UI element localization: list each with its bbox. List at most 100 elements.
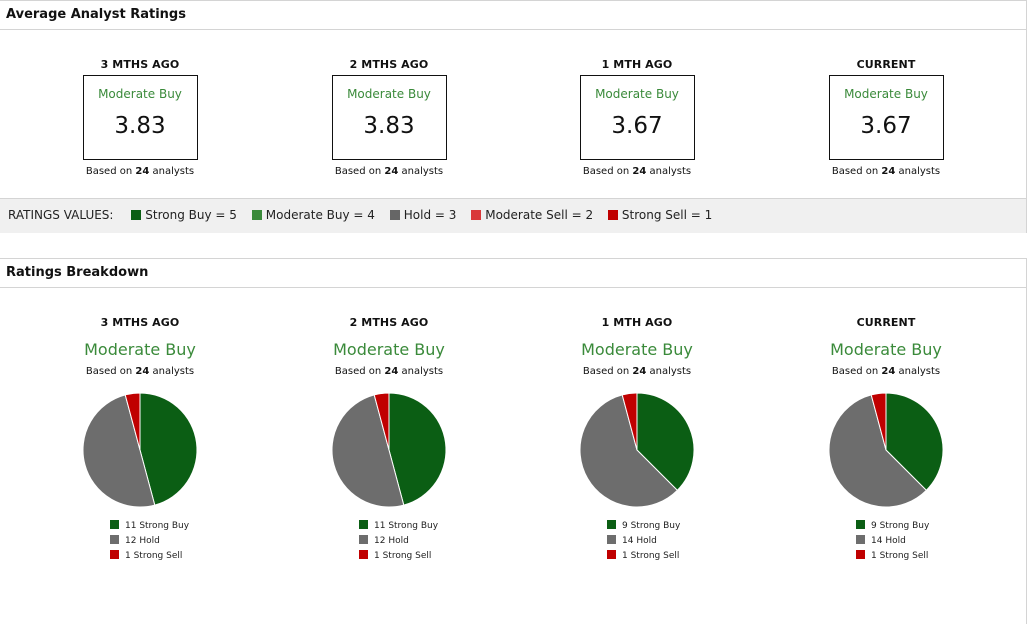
period-heading: 3 MTHS AGO [100, 316, 180, 329]
rating-label: Moderate Buy [98, 87, 182, 101]
legend-swatch [607, 535, 616, 544]
analyst-count-note: Based on 24 analysts [334, 166, 444, 177]
rating-label: Moderate Buy [844, 87, 928, 101]
pie-legend: 9 Strong Buy 14 Hold 1 Strong Sell [587, 519, 687, 564]
rating-score-box: Moderate Buy 3.67 [828, 75, 944, 160]
period-heading: 2 MTHS AGO [349, 316, 429, 329]
pie-slice-strong-sell [870, 392, 887, 451]
pie-slice-strong-buy [885, 392, 944, 492]
ratings-pie-chart [331, 392, 447, 508]
legend-label: 1 Strong Sell [125, 551, 183, 561]
pie-slice-strong-buy [636, 392, 695, 492]
legend-label: 11 Strong Buy [125, 521, 190, 531]
ratings-breakdown-panel: Ratings Breakdown [0, 258, 1027, 624]
breakdown-rating-label: Moderate Buy [830, 340, 942, 359]
analyst-count: 24 [384, 366, 399, 377]
rating-score: 3.67 [860, 113, 912, 139]
strong-sell-swatch [607, 210, 618, 220]
analyst-count: 24 [632, 166, 647, 177]
pie-legend: 11 Strong Buy 12 Hold 1 Strong Sell [90, 519, 190, 564]
analyst-count-note: Based on 24 analysts [582, 366, 692, 377]
legend-swatch [856, 550, 865, 559]
analyst-count-note: Based on 24 analysts [334, 366, 444, 377]
pie-slice-strong-sell [124, 392, 141, 451]
analyst-count: 24 [135, 166, 150, 177]
legend-swatch [359, 535, 368, 544]
pie-legend: 11 Strong Buy 12 Hold 1 Strong Sell [339, 519, 439, 564]
analyst-count-note: Based on 24 analysts [85, 366, 195, 377]
analyst-count: 24 [135, 366, 150, 377]
moderate-sell-value: Moderate Sell = 2 [471, 208, 593, 222]
legend-item: 1 Strong Sell [856, 549, 936, 564]
period-heading: 1 MTH AGO [601, 316, 673, 329]
ratings-breakdown-title: Ratings Breakdown [0, 259, 1026, 288]
rating-score-box: Moderate Buy 3.83 [331, 75, 447, 160]
legend-label: 12 Hold [374, 536, 409, 546]
legend-label: 1 Strong Sell [374, 551, 432, 561]
legend-item: 11 Strong Buy [110, 519, 190, 534]
avg-column-2-months-ago: 2 MTHS AGO Moderate Buy 3.83 Based on 24… [269, 58, 509, 177]
breakdown-column-2-months-ago: 2 MTHS AGO Moderate Buy Based on 24 analys… [269, 316, 509, 564]
analyst-count: 24 [881, 166, 896, 177]
pie-slice-strong-buy [388, 392, 447, 506]
legend-swatch [607, 550, 616, 559]
moderate-sell-swatch [471, 210, 482, 220]
breakdown-column-1-month-ago: 1 MTH AGO Moderate Buy Based on 24 analyst… [517, 316, 757, 564]
rating-score: 3.83 [363, 113, 415, 139]
pie-slice-hold [828, 394, 928, 508]
analyst-count-note: Based on 24 analysts [582, 166, 692, 177]
breakdown-rating-label: Moderate Buy [581, 340, 693, 359]
rating-score-box: Moderate Buy 3.83 [82, 75, 198, 160]
legend-item: 12 Hold [359, 534, 439, 549]
legend-label: 11 Strong Buy [374, 521, 439, 531]
legend-item: 12 Hold [110, 534, 190, 549]
legend-label: 9 Strong Buy [871, 521, 930, 531]
analyst-count: 24 [632, 366, 647, 377]
legend-label: 9 Strong Buy [622, 521, 681, 531]
legend-item: 14 Hold [856, 534, 936, 549]
analyst-count: 24 [881, 366, 896, 377]
breakdown-rating-label: Moderate Buy [333, 340, 445, 359]
period-heading: 2 MTHS AGO [349, 58, 429, 71]
strong-buy-swatch [131, 210, 142, 220]
analyst-count-note: Based on 24 analysts [85, 166, 195, 177]
period-heading: 1 MTH AGO [601, 58, 673, 71]
legend-label: 12 Hold [125, 536, 160, 546]
period-heading: 3 MTHS AGO [100, 58, 180, 71]
pie-slice-strong-buy [139, 392, 198, 506]
analyst-count-note: Based on 24 analysts [831, 366, 941, 377]
hold-swatch [389, 210, 400, 220]
analyst-count-note: Based on 24 analysts [831, 166, 941, 177]
legend-item: 1 Strong Sell [607, 549, 687, 564]
rating-score-box: Moderate Buy 3.67 [579, 75, 695, 160]
legend-swatch [110, 535, 119, 544]
average-analyst-ratings-panel: Average Analyst Ratings 3 MTHS AGO Moder… [0, 0, 1027, 233]
breakdown-column-current: CURRENT Moderate Buy Based on 24 analysts 9… [766, 316, 1006, 564]
pie-legend: 9 Strong Buy 14 Hold 1 Strong Sell [836, 519, 936, 564]
legend-swatch [856, 535, 865, 544]
average-analyst-ratings-title: Average Analyst Ratings [0, 1, 1026, 30]
pie-slice-hold [579, 394, 679, 508]
analyst-count: 24 [384, 166, 399, 177]
ratings-values-label: RATINGS VALUES: [8, 208, 114, 222]
avg-column-current: CURRENT Moderate Buy 3.67 Based on 24 an… [766, 58, 1006, 177]
hold-value: Hold = 3 [389, 208, 456, 222]
legend-swatch [856, 520, 865, 529]
legend-swatch [110, 550, 119, 559]
legend-label: 1 Strong Sell [622, 551, 680, 561]
rating-label: Moderate Buy [347, 87, 431, 101]
strong-sell-value: Strong Sell = 1 [607, 208, 712, 222]
ratings-pie-chart [82, 392, 198, 508]
rating-score: 3.83 [114, 113, 166, 139]
legend-swatch [607, 520, 616, 529]
legend-label: 14 Hold [622, 536, 657, 546]
pie-slice-strong-sell [373, 392, 390, 451]
rating-label: Moderate Buy [595, 87, 679, 101]
legend-item: 1 Strong Sell [110, 549, 190, 564]
period-heading: CURRENT [856, 316, 916, 329]
legend-item: 9 Strong Buy [856, 519, 936, 534]
moderate-buy-swatch [251, 210, 262, 220]
legend-item: 9 Strong Buy [607, 519, 687, 534]
ratings-values-legend: RATINGS VALUES: Strong Buy = 5 Moderate … [0, 198, 1026, 233]
breakdown-rating-label: Moderate Buy [84, 340, 196, 359]
